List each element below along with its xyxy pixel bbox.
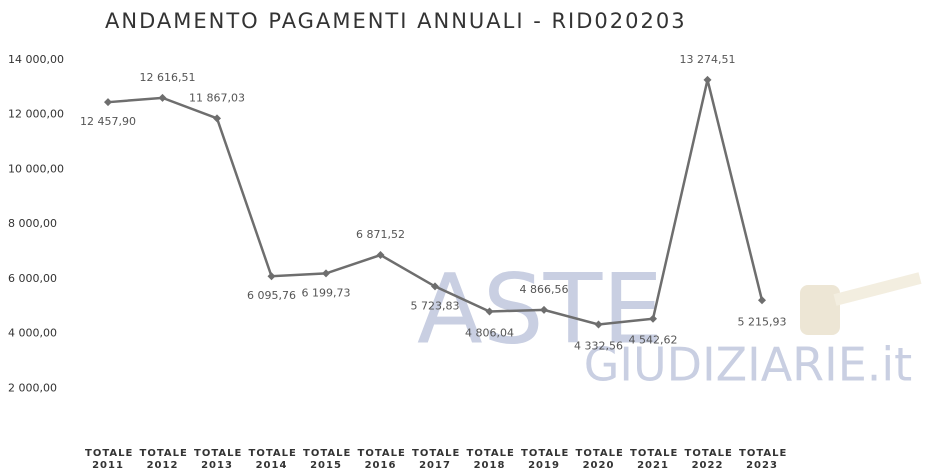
y-tick-label: 2 000,00 — [8, 381, 57, 394]
y-tick-label: 8 000,00 — [8, 217, 57, 230]
x-tick-label: TOTALE 2012 — [140, 448, 186, 472]
data-label: 6 199,73 — [302, 286, 351, 299]
y-tick-label: 12 000,00 — [8, 108, 64, 121]
chart-title: ANDAMENTO PAGAMENTI ANNUALI - RID020203 — [105, 9, 687, 33]
data-label: 4 806,04 — [465, 327, 514, 340]
gavel-icon — [800, 278, 920, 335]
data-label: 12 616,51 — [140, 71, 196, 84]
x-tick-label: TOTALE 2022 — [685, 448, 731, 472]
gavel-head — [800, 285, 840, 335]
x-tick-label: TOTALE 2023 — [739, 448, 785, 472]
x-tick-label: TOTALE 2019 — [521, 448, 567, 472]
data-label: 6 871,52 — [356, 228, 405, 241]
point-marker — [213, 114, 221, 122]
y-tick-label: 14 000,00 — [8, 53, 64, 66]
chart: ASTE GIUDIZIARIE.it ANDAMENTO PAGAMENTI … — [0, 0, 937, 475]
page: ASTE GIUDIZIARIE.it ANDAMENTO PAGAMENTI … — [0, 0, 937, 475]
x-tick-label: TOTALE 2020 — [576, 448, 622, 472]
x-tick-label: TOTALE 2011 — [85, 448, 131, 472]
point-marker — [104, 98, 112, 106]
data-label: 4 332,56 — [574, 339, 623, 352]
x-tick-label: TOTALE 2016 — [358, 448, 404, 472]
data-label: 6 095,76 — [247, 289, 296, 302]
point-marker — [704, 76, 712, 84]
x-tick-label: TOTALE 2015 — [303, 448, 349, 472]
x-tick-label: TOTALE 2013 — [194, 448, 240, 472]
data-label: 12 457,90 — [80, 115, 136, 128]
data-label: 5 723,83 — [411, 299, 460, 312]
point-marker — [159, 94, 167, 102]
point-marker — [322, 269, 330, 277]
x-tick-label: TOTALE 2014 — [249, 448, 295, 472]
y-tick-label: 6 000,00 — [8, 272, 57, 285]
gavel-handle — [835, 278, 920, 300]
data-label: 4 866,56 — [520, 283, 569, 296]
x-tick-label: TOTALE 2017 — [412, 448, 458, 472]
data-label: 4 542,62 — [629, 334, 678, 347]
data-label: 11 867,03 — [189, 91, 245, 104]
point-marker — [268, 272, 276, 280]
y-tick-label: 4 000,00 — [8, 327, 57, 340]
data-label: 5 215,93 — [738, 315, 787, 328]
x-tick-label: TOTALE 2021 — [630, 448, 676, 472]
x-tick-label: TOTALE 2018 — [467, 448, 513, 472]
point-marker — [758, 296, 766, 304]
data-label: 13 274,51 — [680, 53, 736, 66]
y-tick-label: 10 000,00 — [8, 162, 64, 175]
